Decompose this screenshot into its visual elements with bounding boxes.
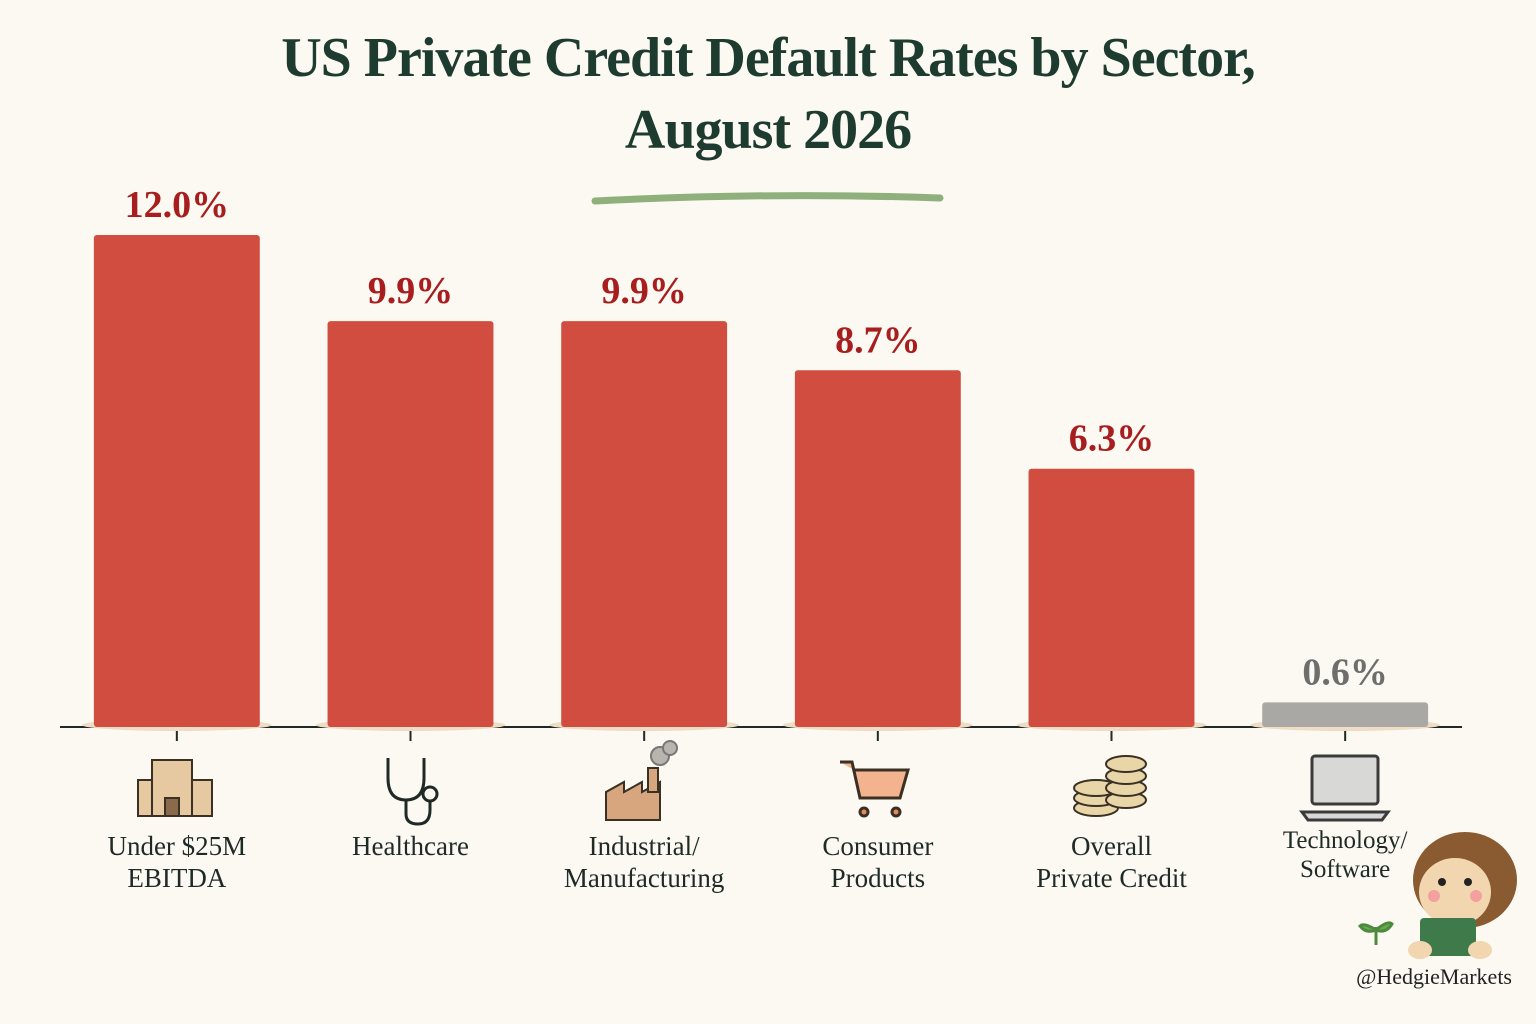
x-tick-label: Industrial/ Manufacturing bbox=[563, 831, 725, 893]
x-tick-label: Consumer Products bbox=[822, 831, 934, 893]
bar bbox=[93, 235, 260, 727]
value-label: 9.9% bbox=[368, 270, 454, 312]
bar bbox=[561, 321, 728, 727]
x-tick-label: Under $25M EBITDA bbox=[107, 831, 247, 893]
bar bbox=[794, 370, 961, 727]
attribution: @HedgieMarkets bbox=[1356, 964, 1512, 989]
bar bbox=[327, 321, 494, 727]
x-tick-label: Healthcare bbox=[352, 831, 469, 861]
value-label: 0.6% bbox=[1302, 651, 1388, 693]
coins-icon bbox=[1073, 755, 1147, 817]
factory-icon bbox=[605, 740, 678, 821]
stethoscope-icon bbox=[386, 758, 439, 826]
x-tick-label: Technology/ Software bbox=[1282, 827, 1408, 883]
value-label: 6.3% bbox=[1069, 418, 1155, 460]
building-icon bbox=[137, 759, 213, 817]
cart-icon bbox=[840, 760, 910, 818]
value-label: 8.7% bbox=[835, 319, 921, 361]
bar bbox=[1262, 702, 1429, 727]
x-tick-label: Overall Private Credit bbox=[1036, 831, 1187, 893]
value-label: 9.9% bbox=[601, 270, 687, 312]
bar bbox=[1028, 468, 1195, 727]
laptop-icon bbox=[1299, 754, 1391, 822]
chart-title: US Private Credit Default Rates by Secto… bbox=[281, 27, 1256, 161]
mascot bbox=[1358, 832, 1517, 959]
value-label: 12.0% bbox=[125, 184, 230, 226]
title-underline bbox=[591, 192, 944, 205]
